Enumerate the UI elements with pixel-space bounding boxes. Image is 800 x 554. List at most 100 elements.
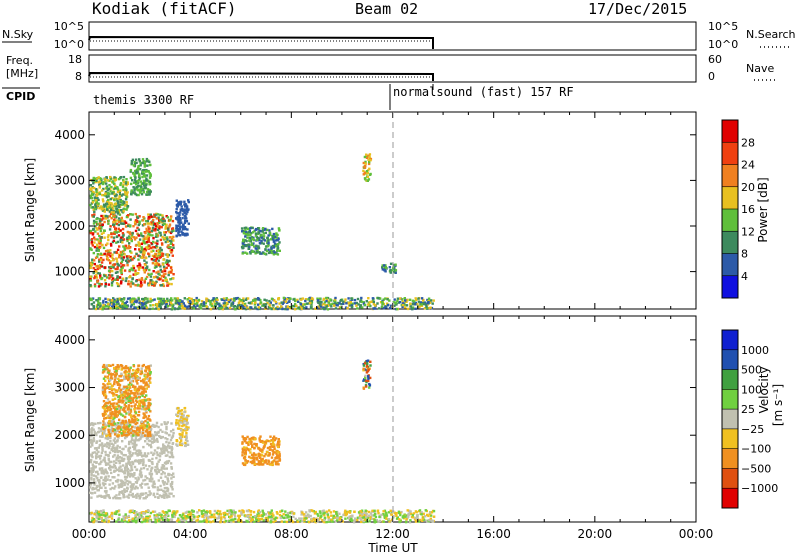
scatter-point (144, 277, 148, 280)
scatter-point (334, 300, 337, 303)
scatter-point (105, 305, 109, 308)
scatter-point (144, 419, 147, 423)
scatter-point (322, 306, 325, 309)
scatter-point (143, 452, 147, 455)
scatter-point (93, 460, 96, 464)
scatter-point (148, 478, 151, 481)
scatter-point (111, 486, 114, 490)
scatter-point (132, 475, 135, 478)
scatter-point (132, 264, 135, 268)
scatter-point (248, 239, 251, 242)
scatter-point (91, 491, 94, 495)
scatter-point (156, 234, 159, 237)
scatter-point (151, 282, 154, 286)
scatter-point (429, 306, 432, 309)
scatter-point (100, 460, 103, 463)
scatter-point (142, 191, 146, 194)
scatter-point (150, 272, 153, 276)
scatter-point (202, 301, 205, 304)
scatter-point (240, 513, 243, 516)
scatter-point (90, 442, 94, 445)
scatter-point (156, 486, 159, 489)
scatter-point (382, 513, 385, 516)
scatter-point (289, 297, 292, 300)
scatter-point (111, 274, 114, 277)
scatter-point (122, 515, 125, 518)
scatter-point (98, 183, 101, 187)
scatter-point (262, 228, 265, 232)
scatter-point (110, 232, 113, 236)
scatter-point (110, 465, 113, 469)
scatter-point (170, 422, 173, 425)
scatter-point (142, 458, 145, 461)
colorbar-band (722, 253, 738, 276)
scatter-point (171, 488, 174, 491)
scatter-point (161, 435, 164, 439)
scatter-point (143, 237, 147, 241)
scatter-point (160, 447, 163, 450)
scatter-point (155, 280, 158, 283)
scatter-point (92, 428, 95, 431)
cpid-segment-1: themis 3300 RF (93, 93, 194, 107)
scatter-point (140, 393, 143, 396)
scatter-point (142, 239, 145, 243)
scatter-point (107, 259, 110, 262)
scatter-point (142, 363, 145, 367)
scatter-point (204, 304, 207, 308)
scatter-point (191, 509, 194, 512)
scatter-point (120, 216, 123, 220)
scatter-point (110, 208, 113, 211)
scatter-point (89, 486, 92, 489)
scatter-point (160, 226, 163, 229)
scatter-point (272, 253, 276, 256)
scatter-point (142, 216, 145, 219)
scatter-point (138, 404, 142, 407)
scatter-point (125, 425, 129, 428)
scatter-point (157, 216, 160, 219)
scatter-point (129, 366, 132, 369)
scatter-point (139, 469, 142, 472)
scatter-point (170, 436, 174, 439)
scatter-point (102, 209, 105, 212)
scatter-point (107, 475, 110, 478)
scatter-point (181, 213, 185, 216)
scatter-point (114, 267, 117, 271)
scatter-point (266, 236, 269, 239)
scatter-point (114, 231, 117, 234)
scatter-point (116, 300, 119, 304)
scatter-point (130, 392, 133, 395)
scatter-point (103, 279, 107, 282)
scatter-point (264, 516, 268, 520)
scatter-point (104, 486, 107, 490)
scatter-point (397, 301, 400, 304)
scatter-point (146, 417, 149, 421)
scatter-point (98, 260, 101, 263)
scatter-point (114, 480, 118, 483)
scatter-point (120, 434, 123, 437)
scatter-point (159, 277, 163, 280)
scatter-point (369, 517, 372, 520)
scatter-point (244, 232, 247, 236)
scatter-point (115, 215, 118, 218)
scatter-point (101, 198, 105, 201)
scatter-point (128, 370, 131, 373)
scatter-point (184, 427, 187, 431)
scatter-point (114, 441, 117, 444)
scatter-point (148, 227, 151, 230)
scatter-point (105, 494, 108, 497)
scatter-point (182, 224, 185, 227)
scatter-point (163, 422, 167, 426)
scatter-point (276, 445, 280, 449)
scatter-point (117, 486, 121, 489)
scatter-point (93, 245, 97, 249)
scatter-point (163, 301, 166, 305)
scatter-point (137, 414, 141, 417)
scatter-point (92, 436, 95, 440)
colorbar-band (722, 120, 738, 143)
scatter-point (144, 390, 147, 393)
scatter-point (401, 305, 404, 308)
scatter-point (140, 420, 144, 423)
scatter-point (165, 467, 168, 470)
scatter-point (166, 255, 169, 258)
scatter-point (96, 243, 99, 246)
